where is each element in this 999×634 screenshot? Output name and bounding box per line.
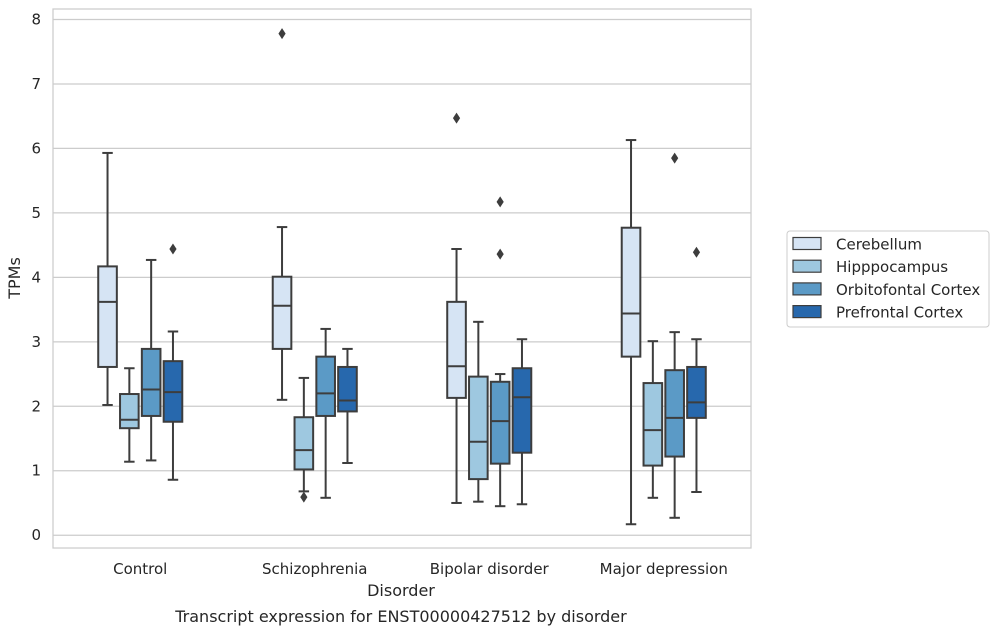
legend-label: Hipppocampus	[836, 258, 948, 276]
outlier-marker	[692, 246, 701, 258]
y-tick-label: 4	[31, 268, 41, 286]
box	[620, 226, 642, 358]
y-tick-label: 0	[31, 526, 41, 544]
box	[293, 416, 315, 471]
box	[119, 393, 140, 430]
plot-frame	[52, 8, 752, 549]
box	[511, 367, 533, 454]
x-axis-ticks: Control Schizophrenia Bipolar disorder Majo…	[113, 560, 728, 578]
y-tick-label: 3	[31, 333, 41, 351]
outlier-marker	[452, 112, 461, 124]
box	[337, 365, 358, 413]
box	[664, 369, 685, 458]
legend-swatch	[792, 282, 822, 296]
box	[140, 347, 162, 417]
series-0	[97, 28, 642, 526]
outlier-marker	[300, 491, 308, 503]
box	[489, 380, 511, 465]
y-tick-label: 8	[31, 11, 41, 29]
box	[315, 355, 336, 417]
box	[446, 300, 467, 399]
series-1	[119, 320, 664, 503]
outlier-marker	[496, 248, 504, 260]
y-axis-label: TPMs	[5, 257, 24, 300]
outlier-marker	[671, 152, 679, 164]
outlier-marker	[169, 243, 177, 255]
outlier-marker	[278, 28, 286, 40]
legend-swatch	[792, 305, 822, 319]
series-3	[162, 243, 707, 506]
y-tick-label: 2	[31, 397, 41, 415]
box-series	[97, 28, 707, 526]
x-tick-label: Schizophrenia	[262, 560, 367, 578]
legend-swatch	[792, 236, 822, 251]
legend-label: Orbitofontal Cortex	[836, 281, 980, 299]
series-2	[140, 152, 685, 519]
chart-caption: Transcript expression for ENST0000042751…	[174, 607, 627, 626]
legend: Cerebellum Hipppocampus Orbitofontal Corte…	[786, 230, 990, 328]
y-tick-label: 6	[31, 139, 41, 157]
outlier-marker	[496, 196, 504, 208]
x-tick-label: Control	[113, 560, 167, 578]
box	[271, 275, 293, 350]
box	[642, 382, 664, 467]
box	[468, 375, 489, 481]
box	[97, 265, 118, 368]
x-tick-label: Major depression	[600, 560, 728, 578]
y-tick-label: 1	[31, 462, 41, 480]
x-axis-label: Disorder	[367, 581, 435, 600]
legend-frame	[786, 230, 990, 328]
legend-label: Prefrontal Cortex	[836, 304, 963, 322]
legend-swatch	[792, 259, 822, 273]
y-tick-label: 7	[31, 75, 41, 93]
y-axis-ticks: 0 1 2 3 4 5 6 7 8	[31, 11, 41, 545]
x-tick-label: Bipolar disorder	[430, 560, 550, 578]
y-tick-label: 5	[31, 204, 41, 222]
box	[686, 365, 707, 419]
legend-items: Cerebellum Hipppocampus Orbitofontal Corte…	[792, 236, 980, 322]
legend-label: Cerebellum	[836, 236, 922, 254]
